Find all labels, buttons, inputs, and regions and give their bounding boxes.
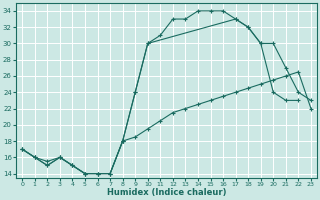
X-axis label: Humidex (Indice chaleur): Humidex (Indice chaleur) bbox=[107, 188, 226, 197]
